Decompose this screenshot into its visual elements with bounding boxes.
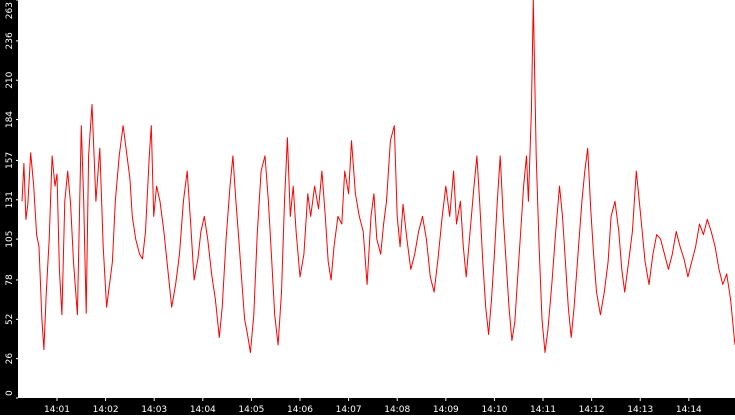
x-tick-label: 14:08 (384, 405, 410, 415)
x-tick-label: 14:05 (238, 405, 264, 415)
x-tick-label: 14:01 (44, 405, 70, 415)
y-tick-label: 236 (5, 32, 15, 49)
y-tick-label: 157 (5, 152, 15, 169)
y-tick-label: 210 (5, 71, 15, 88)
x-tick-label: 14:12 (579, 405, 605, 415)
y-tick-label: 52 (5, 314, 15, 325)
series-layer (21, 0, 735, 354)
x-tick-label: 14:10 (481, 405, 507, 415)
x-tick-label: 14:07 (336, 405, 362, 415)
x-axis-band (0, 398, 735, 415)
x-tick-label: 14:13 (627, 405, 653, 415)
y-tick-label: 263 (5, 2, 15, 19)
x-tick-label: 14:06 (287, 405, 313, 415)
x-tick-label: 14:14 (676, 405, 702, 415)
x-tick-label: 14:09 (433, 405, 459, 415)
y-tick-label: 78 (5, 274, 15, 286)
x-tick-label: 14:04 (190, 405, 216, 415)
series-line (21, 0, 735, 354)
y-tick-label: 131 (5, 191, 15, 208)
x-tick-label: 14:02 (93, 405, 119, 415)
x-axis: 14:01 14:02 14:03 14:04 14:05 14:06 14:07 14:08… (44, 398, 702, 415)
y-axis-band (0, 0, 18, 415)
x-tick-label: 14:03 (141, 405, 167, 415)
y-axis: 0 26 52 78 105 131 157 184 210 236 263 (5, 0, 18, 399)
x-tick-label: 14:11 (530, 405, 556, 415)
y-tick-label: 105 (5, 231, 15, 248)
y-tick-label: 0 (5, 390, 15, 396)
y-tick-label: 184 (5, 111, 15, 128)
y-tick-label: 26 (5, 353, 15, 365)
